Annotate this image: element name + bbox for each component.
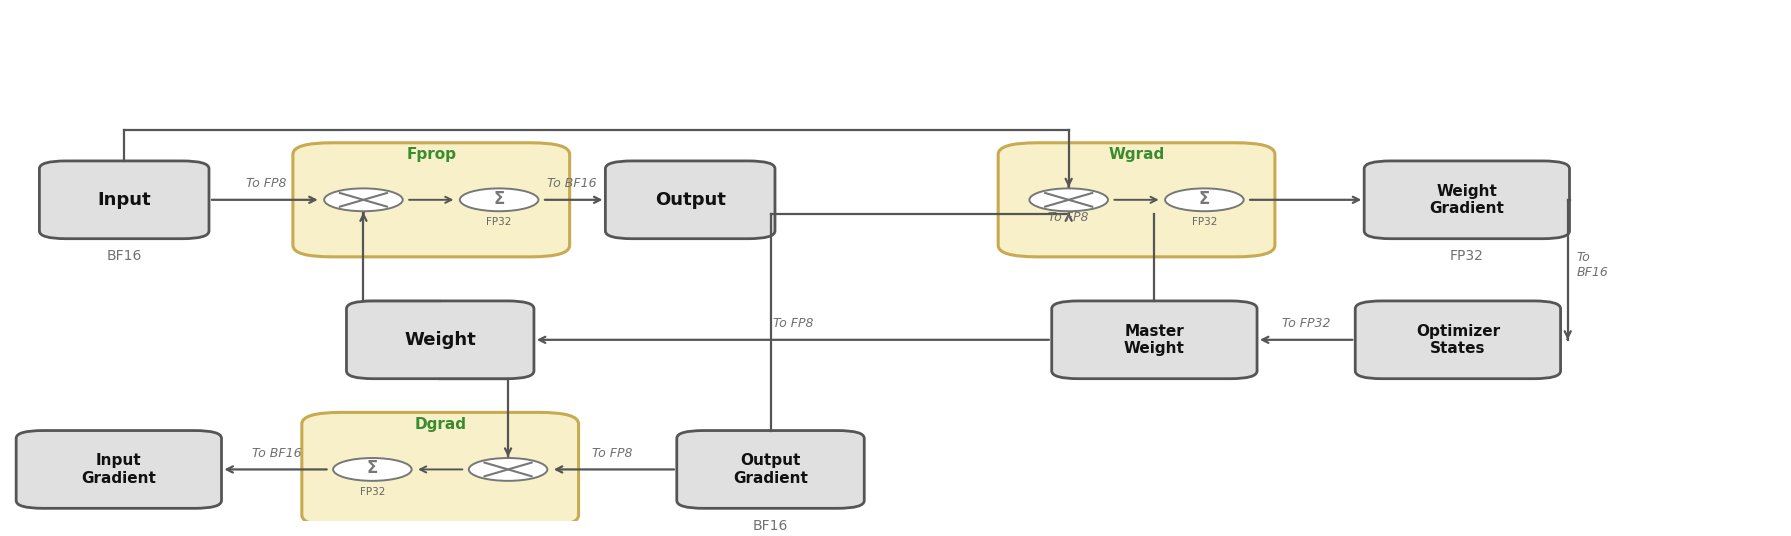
Text: FP32: FP32 <box>1451 249 1483 263</box>
Text: Weight: Weight <box>405 331 476 349</box>
Text: To FP32: To FP32 <box>1282 317 1331 331</box>
Text: Input: Input <box>97 191 150 209</box>
FancyBboxPatch shape <box>1356 301 1560 379</box>
FancyBboxPatch shape <box>294 143 570 257</box>
FancyBboxPatch shape <box>346 301 534 379</box>
Text: Input
Gradient: Input Gradient <box>81 453 156 486</box>
FancyBboxPatch shape <box>16 430 222 508</box>
Text: To BF16: To BF16 <box>253 447 303 460</box>
FancyBboxPatch shape <box>1365 161 1569 239</box>
Text: To FP8: To FP8 <box>247 177 287 190</box>
FancyBboxPatch shape <box>998 143 1275 257</box>
FancyBboxPatch shape <box>303 412 578 526</box>
Text: To FP8: To FP8 <box>772 317 813 331</box>
Text: Output
Gradient: Output Gradient <box>733 453 808 486</box>
Text: BF16: BF16 <box>106 249 141 263</box>
Text: Master
Weight: Master Weight <box>1125 324 1186 356</box>
Text: BF16: BF16 <box>752 519 788 533</box>
Text: To FP8: To FP8 <box>591 447 632 460</box>
FancyBboxPatch shape <box>605 161 776 239</box>
Text: Wgrad: Wgrad <box>1109 147 1164 162</box>
Text: Fprop: Fprop <box>407 147 457 162</box>
FancyBboxPatch shape <box>39 161 210 239</box>
Circle shape <box>469 458 548 481</box>
Circle shape <box>460 188 539 211</box>
Circle shape <box>1030 188 1109 211</box>
FancyBboxPatch shape <box>677 430 865 508</box>
Text: Σ: Σ <box>1198 190 1211 208</box>
Text: To
BF16: To BF16 <box>1576 251 1608 279</box>
Circle shape <box>324 188 403 211</box>
Text: Σ: Σ <box>367 459 378 478</box>
Text: Optimizer
States: Optimizer States <box>1417 324 1501 356</box>
Text: FP32: FP32 <box>487 218 512 227</box>
Text: FP32: FP32 <box>1191 218 1218 227</box>
Text: Output: Output <box>656 191 725 209</box>
Text: FP32: FP32 <box>360 487 385 497</box>
Text: To FP8: To FP8 <box>1048 211 1089 224</box>
Text: Weight
Gradient: Weight Gradient <box>1429 184 1504 216</box>
Circle shape <box>1166 188 1243 211</box>
Text: To BF16: To BF16 <box>546 177 596 190</box>
Text: Σ: Σ <box>494 190 505 208</box>
Text: Dgrad: Dgrad <box>414 416 466 431</box>
Circle shape <box>333 458 412 481</box>
FancyBboxPatch shape <box>1051 301 1257 379</box>
